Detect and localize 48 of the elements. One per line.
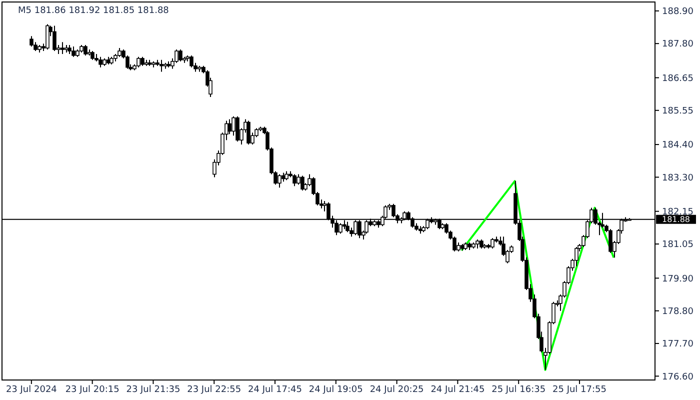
chart-title: M5 181.86 181.92 181.85 181.88: [18, 6, 170, 16]
candlestick: [52, 25, 56, 52]
x-tick-label: 25 Jul 17:55: [552, 385, 606, 395]
y-tick-label: 176.60: [662, 372, 694, 382]
candlestick: [178, 49, 182, 62]
candlestick: [136, 56, 140, 68]
y-tick-label: 187.80: [662, 40, 694, 50]
candlestick: [608, 228, 612, 254]
candlestick: [574, 246, 578, 267]
candlestick: [246, 120, 250, 146]
x-tick-label: 24 Jul 21:45: [430, 385, 485, 395]
x-tick-label: 24 Jul 20:25: [370, 385, 424, 395]
candlestick: [46, 24, 50, 50]
candlestick: [160, 59, 164, 72]
candlestick: [300, 175, 304, 192]
x-tick-label: 23 Jul 21:35: [126, 385, 180, 395]
ref-line-label: 181.88: [662, 215, 690, 224]
x-tick-label: 23 Jul 20:15: [65, 385, 120, 395]
candlestick: [296, 174, 300, 186]
candlestick: [98, 56, 102, 68]
y-tick-label: 185.55: [662, 106, 694, 117]
candlestick: [236, 116, 240, 142]
x-tick-label: 24 Jul 17:45: [248, 385, 302, 395]
candlestick: [72, 46, 76, 58]
x-tick-label: 23 Jul 22:55: [187, 385, 242, 395]
candlestick: [30, 36, 34, 48]
y-tick-label: 188.90: [662, 7, 694, 18]
line-series: [460, 180, 615, 371]
y-tick-label: 177.70: [662, 340, 694, 350]
y-tick-label: 184.40: [662, 140, 694, 151]
y-tick-label: 181.05: [662, 240, 694, 250]
candlestick: [278, 174, 282, 188]
y-tick-label: 182.15: [662, 207, 694, 218]
candlestick: [84, 44, 88, 56]
candlestick: [60, 42, 64, 54]
x-tick-label: 24 Jul 19:05: [308, 385, 363, 395]
x-tick-label: 23 Jul 2024: [6, 385, 58, 395]
candlestick: [490, 238, 494, 249]
candlestick: [190, 54, 194, 68]
candlestick: [228, 118, 232, 135]
candlestick: [292, 174, 296, 187]
candlestick: [232, 116, 236, 136]
candlestick: [338, 222, 342, 234]
y-tick-label: 178.80: [662, 306, 694, 317]
y-tick-label: 183.30: [662, 173, 694, 184]
y-tick-label: 186.65: [662, 74, 694, 84]
x-tick-label: 25 Jul 16:35: [492, 385, 546, 395]
y-tick-label: 179.90: [662, 274, 694, 284]
